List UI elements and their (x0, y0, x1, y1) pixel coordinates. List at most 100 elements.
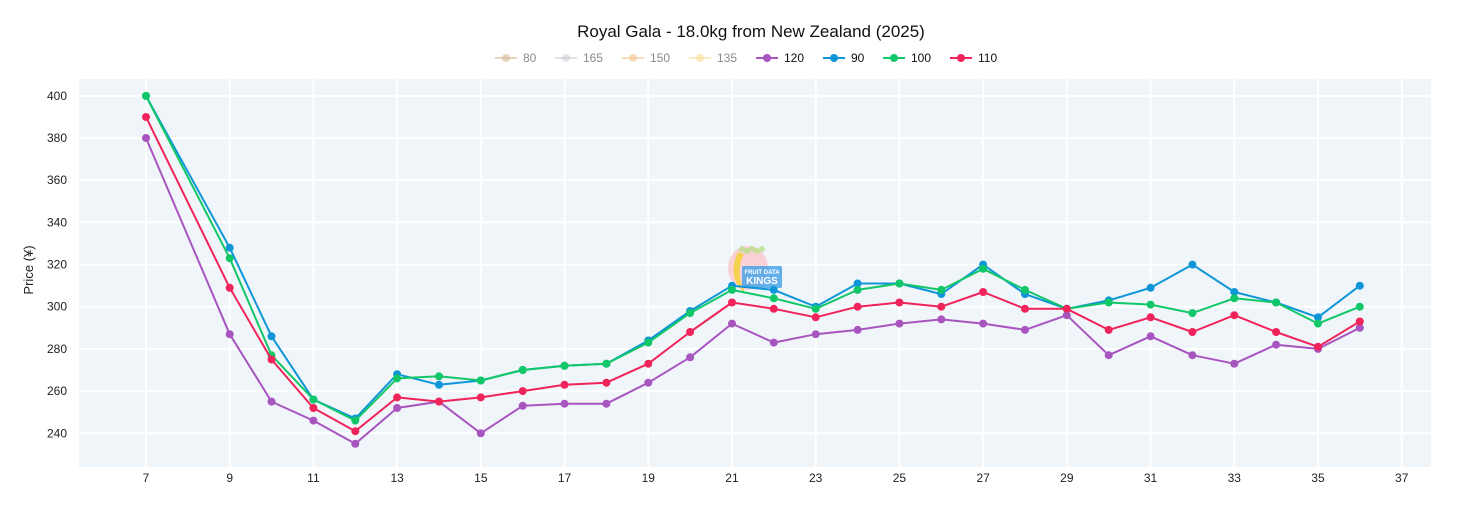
data-point-100[interactable] (1355, 302, 1364, 311)
data-point-110[interactable] (142, 113, 150, 121)
legend-item-100[interactable]: 100 (883, 51, 931, 65)
data-point-90[interactable] (1146, 283, 1155, 292)
data-point-110[interactable] (309, 404, 318, 412)
data-point-100[interactable] (476, 376, 485, 385)
data-point-110[interactable] (393, 393, 402, 402)
series-100[interactable] (142, 91, 1364, 425)
data-point-120[interactable] (476, 429, 485, 438)
data-point-90[interactable] (1230, 288, 1239, 296)
legend-item-120[interactable]: 120 (756, 51, 804, 65)
data-point-110[interactable] (811, 313, 820, 322)
data-point-110[interactable] (1272, 328, 1281, 336)
data-point-110[interactable] (1230, 311, 1239, 320)
data-point-100[interactable] (560, 361, 569, 370)
data-point-110[interactable] (937, 302, 946, 311)
data-point-100[interactable] (853, 285, 862, 294)
data-point-120[interactable] (393, 404, 402, 412)
data-point-120[interactable] (1230, 359, 1239, 368)
data-point-90[interactable] (267, 332, 276, 341)
data-point-100[interactable] (1146, 300, 1155, 309)
data-point-110[interactable] (853, 302, 862, 311)
data-point-110[interactable] (476, 393, 485, 402)
data-point-110[interactable] (728, 298, 736, 307)
data-point-120[interactable] (309, 416, 318, 425)
data-point-100[interactable] (811, 304, 820, 313)
data-point-100[interactable] (979, 264, 988, 273)
data-point-110[interactable] (1062, 304, 1071, 313)
data-point-100[interactable] (937, 285, 946, 294)
data-point-110[interactable] (1314, 342, 1322, 351)
data-point-100[interactable] (602, 359, 611, 368)
legend-item-165[interactable]: 165 (555, 51, 603, 65)
legend-item-150[interactable]: 150 (622, 51, 670, 65)
data-point-100[interactable] (435, 372, 443, 381)
legend-item-90[interactable]: 90 (823, 51, 865, 65)
data-point-120[interactable] (142, 134, 150, 142)
data-point-120[interactable] (1188, 351, 1197, 360)
data-point-110[interactable] (979, 288, 988, 296)
data-point-120[interactable] (979, 319, 988, 328)
data-point-110[interactable] (769, 304, 778, 313)
data-point-90[interactable] (1355, 281, 1364, 290)
data-point-100[interactable] (644, 338, 653, 347)
data-point-110[interactable] (351, 427, 360, 436)
data-point-100[interactable] (1272, 298, 1281, 307)
data-point-110[interactable] (225, 283, 234, 292)
data-point-110[interactable] (686, 328, 695, 336)
data-point-120[interactable] (1021, 325, 1029, 334)
data-point-120[interactable] (225, 330, 234, 339)
data-point-110[interactable] (560, 380, 569, 389)
series-120[interactable] (142, 134, 1364, 448)
data-point-120[interactable] (937, 315, 946, 324)
data-point-100[interactable] (1230, 294, 1239, 303)
data-point-90[interactable] (1314, 313, 1322, 322)
data-point-100[interactable] (895, 279, 904, 288)
data-point-100[interactable] (142, 91, 150, 100)
data-point-110[interactable] (1146, 313, 1155, 322)
data-point-110[interactable] (518, 387, 527, 396)
data-point-120[interactable] (811, 330, 820, 339)
data-point-120[interactable] (560, 399, 569, 408)
series-110[interactable] (142, 113, 1364, 436)
data-point-100[interactable] (393, 374, 402, 383)
data-point-100[interactable] (1188, 309, 1197, 318)
data-point-100[interactable] (225, 254, 234, 263)
data-point-110[interactable] (1355, 317, 1364, 326)
data-point-120[interactable] (1272, 340, 1281, 349)
data-point-110[interactable] (1104, 325, 1113, 334)
data-point-90[interactable] (225, 243, 234, 252)
data-point-120[interactable] (686, 353, 695, 362)
legend-item-135[interactable]: 135 (689, 51, 737, 65)
data-point-120[interactable] (644, 378, 653, 387)
data-point-100[interactable] (351, 416, 360, 425)
data-point-100[interactable] (686, 309, 695, 318)
data-point-110[interactable] (1021, 304, 1029, 313)
data-point-110[interactable] (895, 298, 904, 307)
data-point-120[interactable] (1104, 351, 1113, 360)
data-point-120[interactable] (769, 338, 778, 347)
data-point-90[interactable] (435, 380, 443, 389)
data-point-90[interactable] (1188, 260, 1197, 269)
data-point-120[interactable] (1146, 332, 1155, 341)
data-point-110[interactable] (644, 359, 653, 368)
data-point-110[interactable] (267, 355, 276, 364)
data-point-110[interactable] (1188, 328, 1197, 336)
data-point-120[interactable] (602, 399, 611, 408)
data-point-100[interactable] (1314, 319, 1322, 328)
data-point-100[interactable] (728, 285, 736, 294)
data-point-90[interactable] (769, 285, 778, 294)
data-point-120[interactable] (351, 439, 360, 448)
data-point-110[interactable] (602, 378, 611, 387)
data-point-100[interactable] (1021, 285, 1029, 294)
legend-item-80[interactable]: 80 (495, 51, 537, 65)
data-point-100[interactable] (518, 366, 527, 374)
data-point-120[interactable] (518, 401, 527, 410)
data-point-110[interactable] (435, 397, 443, 406)
data-point-100[interactable] (1104, 298, 1113, 307)
data-point-120[interactable] (1062, 311, 1071, 320)
data-point-90[interactable] (853, 279, 862, 288)
data-point-120[interactable] (728, 319, 736, 328)
data-point-120[interactable] (1355, 323, 1364, 332)
legend-item-110[interactable]: 110 (950, 51, 997, 65)
data-point-100[interactable] (769, 294, 778, 303)
